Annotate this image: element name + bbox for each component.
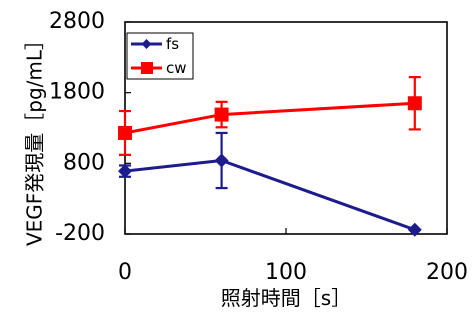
data-point-cw <box>118 125 132 140</box>
legend: fs cw <box>126 32 194 80</box>
data-point-cw <box>407 96 422 111</box>
legend-label-cw: cw <box>166 59 187 77</box>
series-layer <box>118 76 422 237</box>
y-axis-label: VEGF発現量［pg/mL］ <box>23 30 47 246</box>
legend-label-fs: fs <box>166 35 179 53</box>
y-tick-label: -200 <box>55 221 105 246</box>
x-tick-label: 200 <box>426 260 468 285</box>
legend-box <box>126 32 194 80</box>
legend-marker-cw-square-icon <box>141 62 153 74</box>
x-ticks: 0 100 200 <box>118 228 468 285</box>
y-ticks: -200 800 1800 2800 <box>49 9 131 246</box>
data-point-fs <box>407 222 422 237</box>
x-tick-label: 100 <box>265 260 307 285</box>
x-tick-label: 0 <box>118 260 132 285</box>
data-point-fs <box>118 164 132 179</box>
y-tick-label: 1800 <box>49 80 105 105</box>
legend-marker-fs-diamond-icon <box>141 39 152 49</box>
data-point-fs <box>214 153 229 168</box>
data-point-cw <box>214 107 229 122</box>
y-tick-label: 2800 <box>49 9 105 34</box>
y-tick-label: 800 <box>63 150 105 175</box>
x-axis-label: 照射時間［s］ <box>221 286 351 310</box>
